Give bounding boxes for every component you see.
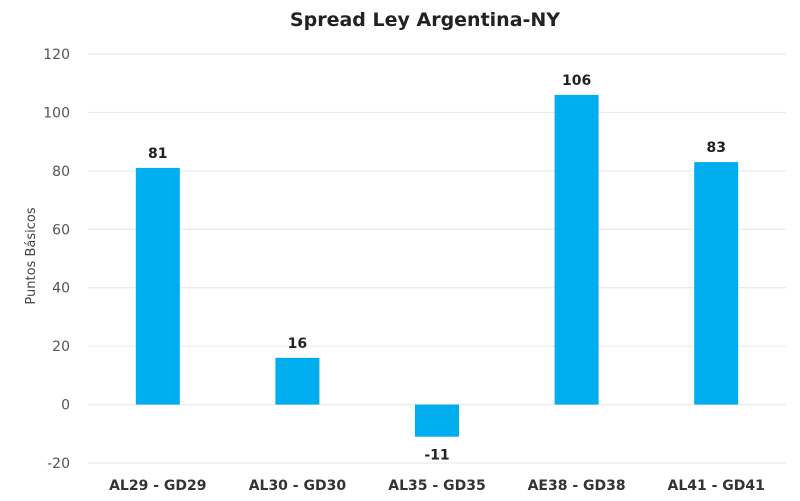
- x-tick-labels: AL29 - GD29 AL30 - GD30 AL35 - GD35 AE38 - …: [109, 478, 765, 494]
- bar: [135, 167, 180, 405]
- y-tick-label: 60: [52, 222, 70, 238]
- data-label: -11: [424, 448, 449, 464]
- y-tick-label: 100: [43, 105, 70, 121]
- data-label: 81: [148, 146, 167, 162]
- gridlines: [88, 53, 786, 464]
- bar: [554, 94, 599, 405]
- y-axis-label: Puntos Básicos: [24, 207, 39, 304]
- y-tick-label: 20: [52, 339, 70, 355]
- y-tick-label: -20: [47, 456, 70, 472]
- data-labels: 81 16 -11 106 83: [148, 73, 726, 464]
- bar: [275, 357, 320, 405]
- data-label: 106: [562, 73, 591, 89]
- y-tick-label: 120: [43, 47, 70, 63]
- bar: [694, 162, 739, 405]
- y-tick-labels: -20 0 20 40 60 80 100 120: [43, 47, 70, 472]
- bars: [135, 94, 739, 437]
- x-tick-label: AL29 - GD29: [109, 478, 206, 494]
- y-tick-label: 80: [52, 164, 70, 180]
- data-label: 16: [288, 336, 307, 352]
- y-tick-label: 0: [61, 398, 70, 414]
- y-tick-label: 40: [52, 281, 70, 297]
- data-label: 83: [706, 140, 725, 156]
- x-tick-label: AL35 - GD35: [388, 478, 485, 494]
- x-tick-label: AE38 - GD38: [528, 478, 626, 494]
- x-tick-label: AL41 - GD41: [667, 478, 764, 494]
- bar: [415, 404, 459, 437]
- x-tick-label: AL30 - GD30: [249, 478, 347, 494]
- chart-title: Spread Ley Argentina-NY: [290, 9, 560, 31]
